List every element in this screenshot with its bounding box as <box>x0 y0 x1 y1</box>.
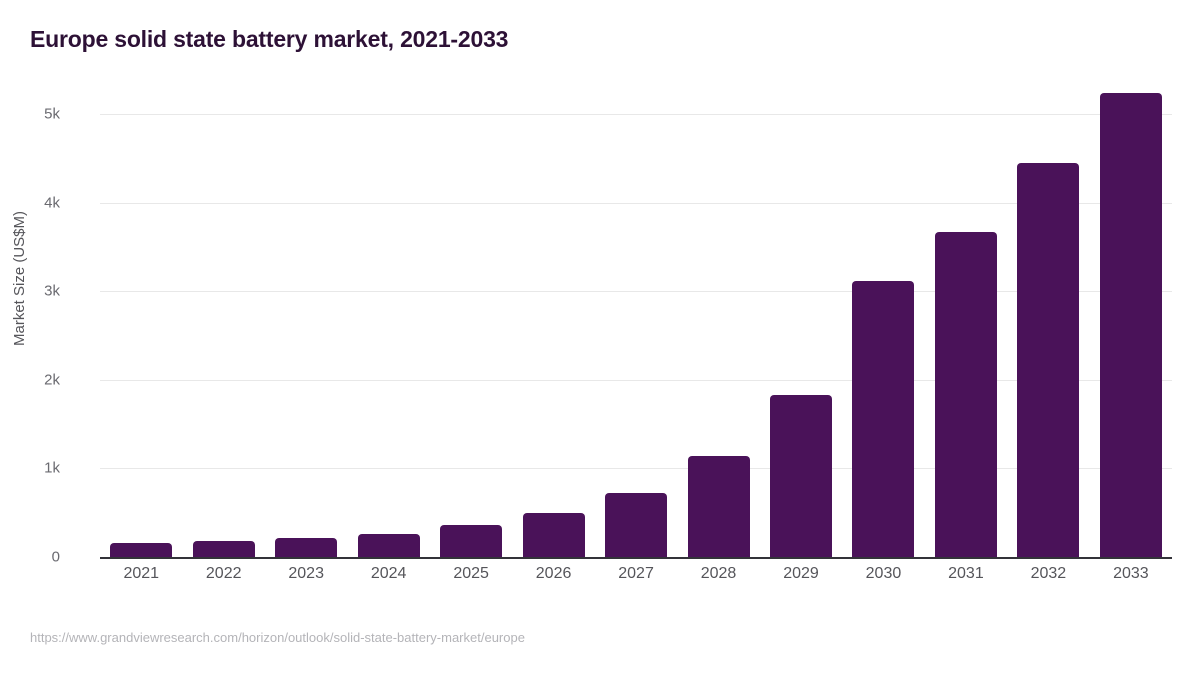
x-axis-tick-label: 2024 <box>370 565 407 582</box>
x-axis-tick-label: 2027 <box>618 565 654 582</box>
x-axis-tick-label: 2032 <box>1030 565 1067 582</box>
bar-slot: 2033 <box>1090 70 1172 582</box>
source-url[interactable]: https://www.grandviewresearch.com/horizo… <box>30 630 525 645</box>
bar-2032[interactable] <box>1017 162 1080 557</box>
gridline <box>100 379 1172 381</box>
chart-title: Europe solid state battery market, 2021-… <box>30 26 509 52</box>
bar-slot: 2022 <box>182 70 264 582</box>
y-axis-tick-label: 3k <box>44 282 60 300</box>
x-axis-tick-label: 2033 <box>1113 565 1149 582</box>
bar-series: 2021 2022 2023 2024 2025 2026 2027 2028 2029 2030… <box>100 70 1172 582</box>
x-axis-tick-label: 2021 <box>123 565 160 582</box>
bar-slot: 2021 <box>100 70 182 582</box>
x-axis-tick-label: 2025 <box>453 565 489 582</box>
gridline <box>100 291 1172 293</box>
gridline <box>100 202 1172 204</box>
x-axis-tick-label: 2028 <box>700 565 737 582</box>
bar-2026[interactable] <box>522 513 585 557</box>
bar-2030[interactable] <box>852 280 915 557</box>
x-axis-tick-label: 2022 <box>205 565 242 582</box>
bar-slot: 2027 <box>595 70 677 582</box>
bar-2022[interactable] <box>192 541 255 557</box>
x-axis-tick-label: 2026 <box>535 565 572 582</box>
gridline <box>100 114 1172 116</box>
y-axis-tick-label: 5k <box>44 105 60 123</box>
bar-2021[interactable] <box>110 542 173 557</box>
y-axis-tick-label: 2k <box>44 371 60 389</box>
bar-2027[interactable] <box>605 492 668 557</box>
plot-area: 0 1k 2k 3k 4k 5k 2021 2022 2023 2024 2025 2026 2027… <box>44 70 1172 582</box>
bar-2025[interactable] <box>440 525 503 557</box>
bar-2031[interactable] <box>934 231 997 557</box>
bar-2029[interactable] <box>769 394 832 557</box>
bar-slot: 2024 <box>347 70 429 582</box>
bar-2024[interactable] <box>357 533 420 557</box>
bar-slot: 2023 <box>265 70 347 582</box>
y-axis-title-text: Market Size (US$M) <box>11 210 29 347</box>
bar-slot: 2025 <box>430 70 512 582</box>
y-axis-tick-label: 4k <box>44 194 60 212</box>
x-axis-tick-label: 2023 <box>288 565 324 582</box>
bar-slot: 2029 <box>760 70 842 582</box>
bar-slot: 2032 <box>1007 70 1089 582</box>
gridline <box>100 468 1172 470</box>
bar-2033[interactable] <box>1099 93 1162 557</box>
x-axis-tick-label: 2029 <box>783 565 819 582</box>
y-axis-tick-label: 1k <box>44 459 60 477</box>
bar-2028[interactable] <box>687 456 750 557</box>
bar-slot: 2026 <box>512 70 594 582</box>
y-axis-tick-label: 0 <box>51 548 60 566</box>
bar-slot: 2028 <box>677 70 759 582</box>
x-axis-line <box>100 557 1172 559</box>
x-axis-tick-label: 2031 <box>948 565 984 582</box>
x-axis-tick-label: 2030 <box>865 565 902 582</box>
bar-slot: 2031 <box>925 70 1007 582</box>
bar-2023[interactable] <box>275 538 338 557</box>
bar-slot: 2030 <box>842 70 924 582</box>
